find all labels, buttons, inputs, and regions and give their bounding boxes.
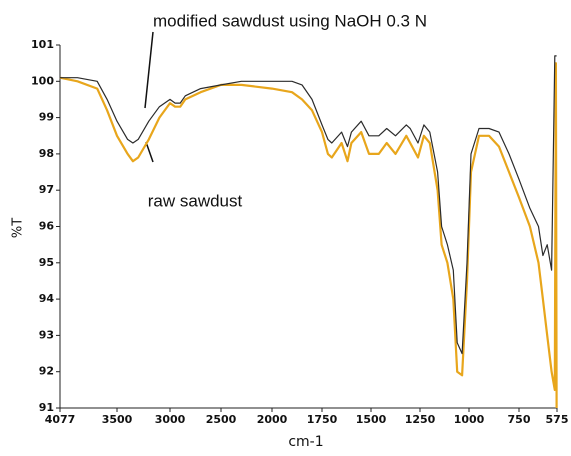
pointer [145,141,154,163]
x-axis-label: cm-1 [288,434,323,450]
annotation: modified sawdust using NaOH 0.3 N [153,11,427,30]
spectrum-line [59,62,558,409]
x-tick-label: 3500 [102,413,133,426]
y-tick-label: 96 [39,220,55,233]
y-tick-label: 93 [39,328,54,341]
x-tick-label: 4077 [45,413,76,426]
x-tick-label: 3000 [155,413,186,426]
x-tick-label: 750 [508,413,531,426]
x-tick-label: 1750 [307,413,338,426]
y-axis-label: %T [11,218,26,238]
x-tick-label: 1000 [454,413,485,426]
y-tick-label: 92 [39,365,54,378]
y-tick-label: 101 [31,38,54,51]
y-tick-label: 97 [39,183,54,196]
y-tick-label: 94 [39,292,55,305]
spectrum-line [60,55,557,355]
y-tick-label: 95 [39,256,54,269]
y-tick-label: 91 [39,401,54,414]
y-tick-label: 98 [39,147,54,160]
y-tick-label: 99 [39,111,54,124]
x-tick-label: 2500 [206,413,237,426]
x-tick-label: 1250 [405,413,436,426]
x-tick-label: 1500 [356,413,387,426]
x-tick-label: 575 [546,413,569,426]
y-tick-label: 100 [31,74,54,87]
pointer [144,31,154,109]
annotation: raw sawdust [148,191,243,210]
x-tick-label: 2000 [257,413,288,426]
